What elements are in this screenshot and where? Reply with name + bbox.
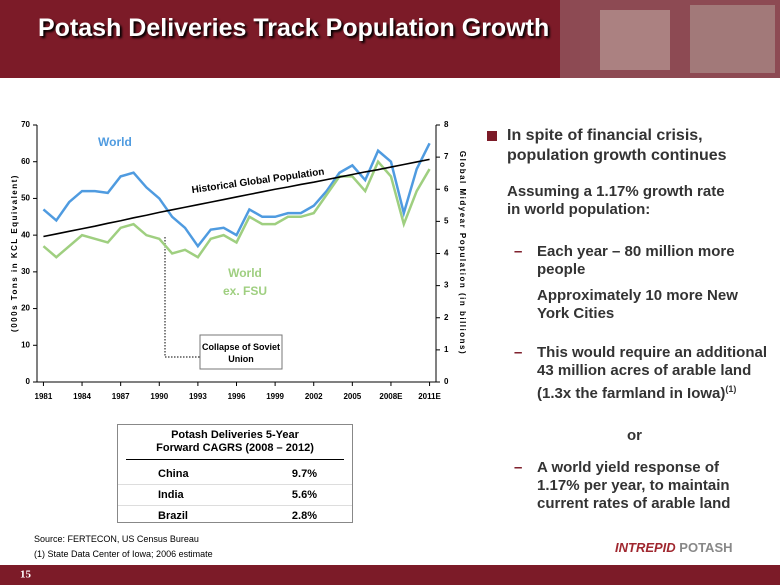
x-tick-label: 2008E xyxy=(379,392,403,401)
y2-tick-label: 0 xyxy=(444,377,449,386)
y-tick-label: 40 xyxy=(21,230,30,239)
bullet-or: or xyxy=(627,427,642,444)
dash: – xyxy=(514,344,523,361)
source: (1) State Data Center of Iowa; 2006 esti… xyxy=(34,549,213,559)
header-image xyxy=(690,5,775,73)
table-cell: 2.8% xyxy=(291,510,317,522)
table-row: Brazil 2.8% xyxy=(118,505,352,526)
y-tick-label: 0 xyxy=(26,377,31,386)
annotation-text: Collapse of Soviet Union xyxy=(201,342,281,364)
dash: – xyxy=(514,459,523,476)
x-tick-label: 2005 xyxy=(343,392,361,401)
y2-tick-label: 6 xyxy=(444,184,449,193)
y-axis-title: (000s Tons in KCL Equivalent) xyxy=(10,174,19,332)
y2-tick-label: 8 xyxy=(444,120,449,129)
y-tick-label: 70 xyxy=(21,120,30,129)
sources: Source: FERTECON, US Census Bureau (1) S… xyxy=(34,532,213,562)
slide-title: Potash Deliveries Track Population Growt… xyxy=(38,14,550,42)
annotation-box xyxy=(199,334,283,370)
bullet-square xyxy=(487,131,497,141)
x-tick-label: 1987 xyxy=(112,392,130,401)
y2-tick-label: 1 xyxy=(444,345,449,354)
table-rule xyxy=(126,459,344,460)
y-tick-label: 60 xyxy=(21,157,30,166)
footer-band xyxy=(0,565,780,585)
y2-axis-title: Global Midyear Population (in billions) xyxy=(458,151,467,355)
y2-tick-label: 5 xyxy=(444,216,449,225)
logo: INTREPID POTASH xyxy=(615,540,733,555)
y-tick-label: 30 xyxy=(21,267,30,276)
table-cell: 9.7% xyxy=(291,468,317,480)
logo-second: POTASH xyxy=(679,540,733,555)
y2-tick-label: 4 xyxy=(444,249,449,258)
bullet-item: This would require an additional 43 mill… xyxy=(537,344,777,403)
series-line xyxy=(42,142,431,249)
y-tick-label: 50 xyxy=(21,194,30,203)
x-tick-label: 1999 xyxy=(266,392,284,401)
footnote-mark: (1) xyxy=(725,384,737,394)
table-cell: 5.6% xyxy=(291,489,317,501)
population-label: Historical Global Population xyxy=(191,167,325,197)
header-image xyxy=(600,10,670,70)
source: Source: FERTECON, US Census Bureau xyxy=(34,534,199,544)
series-line xyxy=(43,158,430,238)
bullet-text: This would require an additional 43 mill… xyxy=(537,344,768,402)
series-label: World xyxy=(98,135,132,149)
x-tick-label: 1996 xyxy=(228,392,246,401)
y2-tick-label: 3 xyxy=(444,281,449,290)
table-title: Potash Deliveries 5-Year Forward CAGRS (… xyxy=(156,429,314,454)
bullet-item: Approximately 10 more New York Cities xyxy=(537,287,738,322)
bullet-sub: Assuming a 1.17% growth rate in world po… xyxy=(507,183,725,218)
x-tick-label: 1993 xyxy=(189,392,207,401)
x-tick-label: 2002 xyxy=(305,392,323,401)
page-number: 15 xyxy=(20,569,32,581)
x-tick-label: 2011E xyxy=(418,392,441,401)
series-line xyxy=(42,159,431,259)
table-row: China 9.7% xyxy=(118,464,352,484)
dash: – xyxy=(514,243,523,260)
series-label: World ex. FSU xyxy=(222,266,267,298)
table-cell: Brazil xyxy=(158,510,188,522)
y-tick-label: 10 xyxy=(21,340,30,349)
logo-first: INTREPID xyxy=(615,540,676,555)
x-tick-label: 1981 xyxy=(35,392,53,401)
y2-tick-label: 7 xyxy=(444,152,449,161)
y-tick-label: 20 xyxy=(21,304,30,313)
table-body: China 9.7% India 5.6% Brazil 2.8% xyxy=(118,464,352,526)
table-cell: India xyxy=(158,489,184,501)
cagr-table: Potash Deliveries 5-Year Forward CAGRS (… xyxy=(117,424,353,523)
x-tick-label: 1984 xyxy=(73,392,91,401)
table-cell: China xyxy=(158,468,189,480)
y2-tick-label: 2 xyxy=(444,313,449,322)
bullet-item: Each year – 80 million more people xyxy=(537,243,735,278)
x-tick-label: 1990 xyxy=(150,392,168,401)
bullet-main: In spite of financial crisis, population… xyxy=(507,127,727,164)
bullet-item: A world yield response of 1.17% per year… xyxy=(537,459,731,512)
annotation-leader xyxy=(164,237,200,358)
table-row: India 5.6% xyxy=(118,484,352,505)
